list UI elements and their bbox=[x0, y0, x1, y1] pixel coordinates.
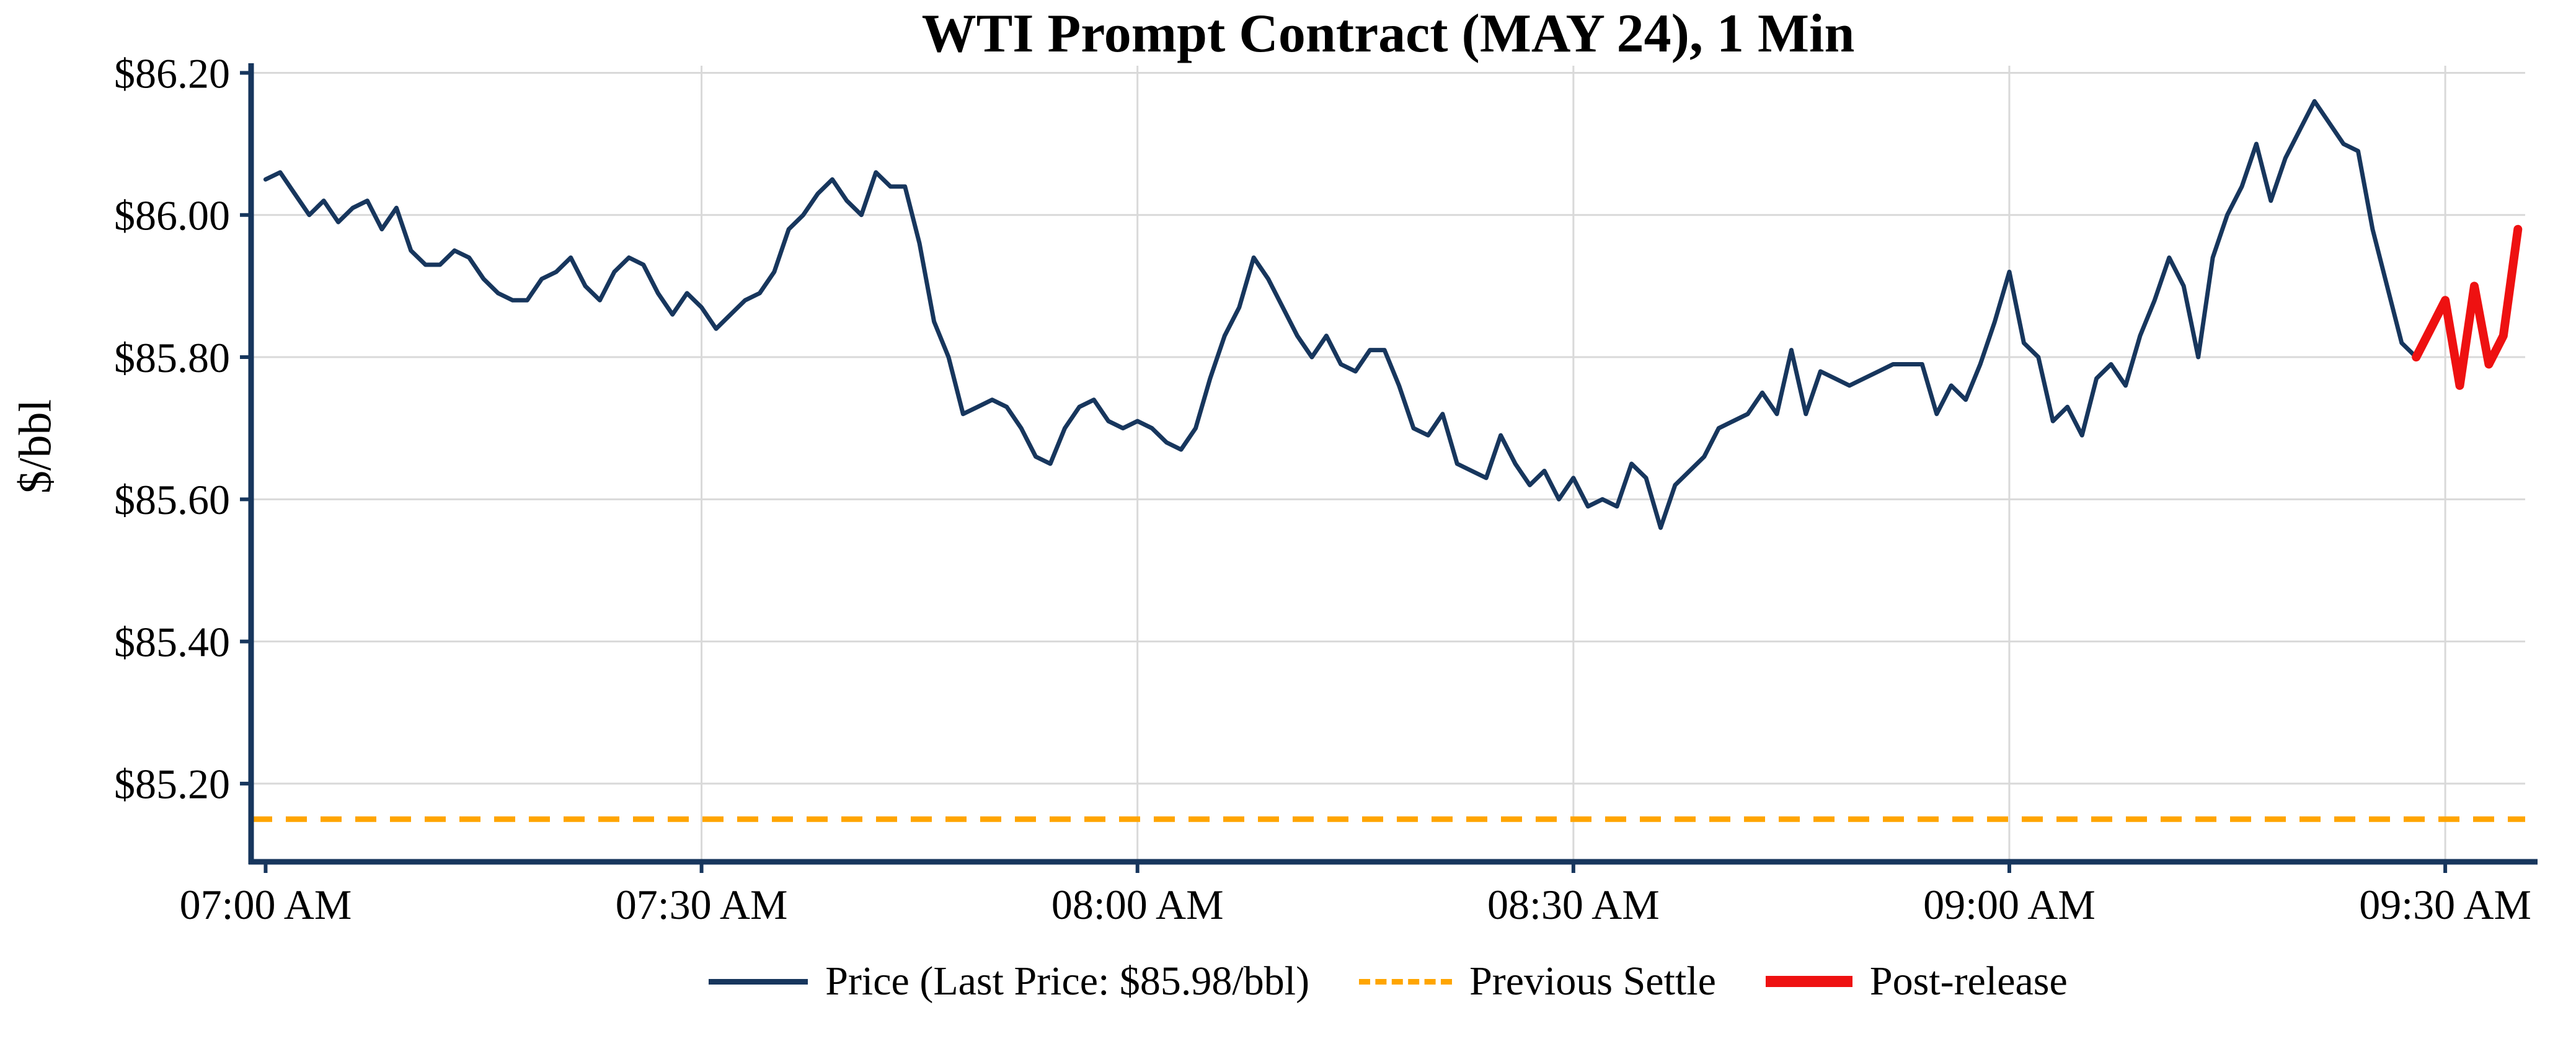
previous-settle-line-sample bbox=[1359, 978, 1453, 985]
legend-label-previous-settle: Previous Settle bbox=[1469, 959, 1716, 1004]
y-tick-label: $86.20 bbox=[114, 50, 230, 97]
chart-title: WTI Prompt Contract (MAY 24), 1 Min bbox=[921, 4, 1855, 64]
legend-label-post-release: Post-release bbox=[1869, 959, 2068, 1004]
y-tick-label: $86.00 bbox=[114, 192, 230, 239]
x-tick-label: 08:30 AM bbox=[1487, 881, 1660, 928]
y-tick-label: $85.20 bbox=[114, 761, 230, 808]
price-line bbox=[263, 99, 2419, 530]
post-release-line bbox=[2412, 224, 2523, 390]
x-tick-label: 07:30 AM bbox=[616, 881, 788, 928]
legend: Price (Last Price: $85.98/bbl) Previous … bbox=[251, 958, 2525, 1005]
legend-item-post-release: Post-release bbox=[1765, 958, 2068, 1005]
x-tick-label: 09:00 AM bbox=[1923, 881, 2096, 928]
y-tick-label: $85.80 bbox=[114, 334, 230, 381]
x-tick-label: 09:30 AM bbox=[2359, 881, 2531, 928]
x-tick-label: 08:00 AM bbox=[1051, 881, 1224, 928]
legend-item-previous-settle: Previous Settle bbox=[1359, 958, 1716, 1005]
legend-item-price: Price (Last Price: $85.98/bbl) bbox=[709, 958, 1309, 1005]
y-tick-label: $85.60 bbox=[114, 476, 230, 523]
x-tick-label: 07:00 AM bbox=[180, 881, 352, 928]
post-release-line-sample bbox=[1765, 976, 1852, 987]
price-line-sample bbox=[709, 978, 808, 985]
y-tick-label: $85.40 bbox=[114, 618, 230, 665]
legend-label-price: Price (Last Price: $85.98/bbl) bbox=[825, 959, 1310, 1004]
